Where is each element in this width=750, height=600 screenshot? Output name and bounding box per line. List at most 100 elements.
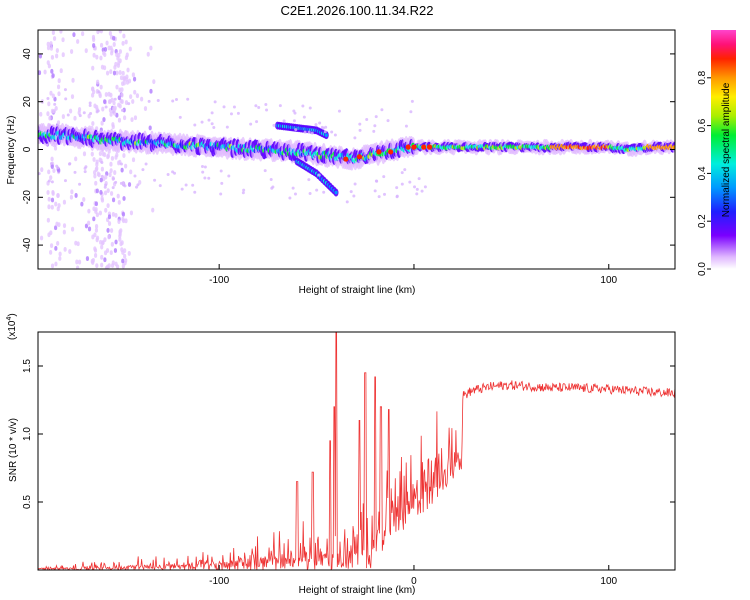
spectrogram-speck xyxy=(333,133,337,137)
spectrogram-noise-cell xyxy=(130,117,134,123)
spectrogram-noise-cell xyxy=(138,179,142,185)
spectrogram-noise-cell xyxy=(121,40,125,46)
spectrogram-speck xyxy=(409,110,413,114)
spectrogram-noise-cell xyxy=(122,153,126,158)
spectrogram-noise-cell xyxy=(84,223,89,229)
spectrogram-speck xyxy=(111,177,115,181)
spectrogram-noise-cell xyxy=(59,30,63,34)
spectrogram-panel: -40 -20 0 20 40 -100 100 Frequency (Hz) Heigh… xyxy=(6,29,676,296)
spectrogram-noise-cell xyxy=(74,156,78,162)
spectrogram-noise-cell xyxy=(140,96,144,102)
spectrogram-noise-cell xyxy=(47,196,51,202)
spectrogram-noise-cell xyxy=(104,207,108,213)
spectrogram-speck xyxy=(200,165,204,169)
spectrogram-speck xyxy=(292,119,296,123)
spectrogram-noise-cell xyxy=(117,95,121,101)
spectrogram-speck xyxy=(191,183,195,187)
spectrogram-speck xyxy=(207,176,211,180)
spectrogram-speck xyxy=(265,108,269,112)
spectrogram-speck xyxy=(403,168,407,172)
spectrogram-noise-cell xyxy=(135,93,140,99)
snr-multiplier-base: (x10 xyxy=(7,320,18,340)
spectrogram-noise-cell xyxy=(117,160,121,166)
snr-frame xyxy=(37,331,676,571)
spectrogram-speck xyxy=(377,195,381,199)
spectrogram-noise-cell xyxy=(70,94,75,100)
spectrogram-noise-cell xyxy=(113,170,117,175)
spectrogram-y-tick-label: -40 xyxy=(22,237,33,252)
spectrogram-speck xyxy=(365,117,369,121)
spectrogram-noise-cell xyxy=(121,250,125,255)
colorbar-ticks: 0.0 0.2 0.4 0.6 0.8 xyxy=(697,70,711,276)
spectrogram-speck xyxy=(383,192,387,196)
spectrogram-speck xyxy=(82,111,86,115)
spectrogram-noise-cell xyxy=(39,235,44,241)
spectrogram-speck xyxy=(255,120,259,124)
spectrogram-noise-cell xyxy=(46,217,50,223)
spectrogram-noise-cell xyxy=(113,248,118,253)
spectrogram-noise-cell xyxy=(75,259,79,265)
spectrogram-speck xyxy=(307,130,311,134)
spectrogram-noise-cell xyxy=(57,91,61,97)
spectrogram-x-tick-label: 100 xyxy=(600,275,617,286)
spectrogram-speck xyxy=(330,130,334,134)
spectrogram-speck xyxy=(310,131,314,135)
spectrogram-noise-cell xyxy=(50,54,55,60)
snr-y-tick-label: 1.5 xyxy=(22,359,33,373)
spectrogram-noise-cell xyxy=(92,52,96,58)
spectrogram-hot-cell xyxy=(421,144,427,150)
spectrogram-speck xyxy=(193,190,197,194)
spectrogram-noise-cell xyxy=(129,94,133,100)
spectrogram-speck xyxy=(324,125,328,129)
spectrogram-noise-cell xyxy=(54,245,58,251)
spectrogram-noise-cell xyxy=(143,106,148,111)
spectrogram-noise-cell xyxy=(129,169,133,175)
spectrogram-noise-cell xyxy=(50,108,55,114)
spectrogram-noise-cell xyxy=(121,211,126,217)
spectrogram-noise-cell xyxy=(91,92,95,98)
snr-x-label: Height of straight line (km) xyxy=(299,585,416,596)
spectrogram-speck xyxy=(174,98,178,102)
spectrogram-noise-cell xyxy=(54,261,58,267)
spectrogram-speck xyxy=(415,192,419,196)
colorbar-label: Normalized spectral amplitude xyxy=(721,82,732,217)
spectrogram-speck xyxy=(291,186,295,190)
spectrogram-noise-cell xyxy=(146,51,150,57)
spectrogram-speck xyxy=(307,178,311,182)
spectrogram-noise-cell xyxy=(115,84,119,90)
spectrogram-speck xyxy=(358,128,362,132)
colorbar-tick-label: 0.8 xyxy=(697,70,708,84)
spectrogram-hot-cell xyxy=(376,149,382,155)
snr-multiplier-exp: 4 xyxy=(6,317,13,321)
spectrogram-noise-cell xyxy=(119,75,124,81)
svg-text:(x104): (x104) xyxy=(6,313,18,340)
colorbar-tick-label: 0.0 xyxy=(697,262,708,276)
spectrogram-noise-cell xyxy=(99,42,104,48)
snr-y-ticks: 0.5 1.0 1.5 xyxy=(22,359,675,509)
spectrogram-noise-cell xyxy=(120,167,124,173)
spectrogram-speck xyxy=(318,121,322,125)
spectrogram-branch-core xyxy=(334,190,338,195)
spectrogram-speck xyxy=(219,192,223,196)
snr-y-tick-label: 1.0 xyxy=(22,427,33,441)
spectrogram-noise-cell xyxy=(121,180,125,186)
spectrogram-speck xyxy=(212,126,216,130)
spectrogram-noise-cell xyxy=(56,120,61,126)
spectrogram-noise-cell xyxy=(133,115,138,121)
spectrogram-x-ticks: -100 100 xyxy=(209,264,618,286)
spectrogram-noise-cell xyxy=(103,237,107,243)
spectrogram-speck xyxy=(249,122,253,126)
spectrogram-speck xyxy=(222,105,226,109)
spectrogram-speck xyxy=(395,194,399,198)
spectrogram-noise-cell xyxy=(114,61,118,67)
spectrogram-speck xyxy=(78,182,82,186)
spectrogram-noise-cell xyxy=(108,30,112,36)
colorbar-tick-label: 0.6 xyxy=(697,118,708,132)
spectrogram-speck xyxy=(320,125,324,129)
spectrogram-noise-cell xyxy=(46,111,50,117)
spectrogram-speck xyxy=(415,187,419,191)
spectrogram-noise-cell xyxy=(93,253,98,258)
spectrogram-noise-cell xyxy=(62,229,66,235)
spectrogram-speck xyxy=(269,178,273,182)
spectrogram-speck xyxy=(270,186,274,190)
